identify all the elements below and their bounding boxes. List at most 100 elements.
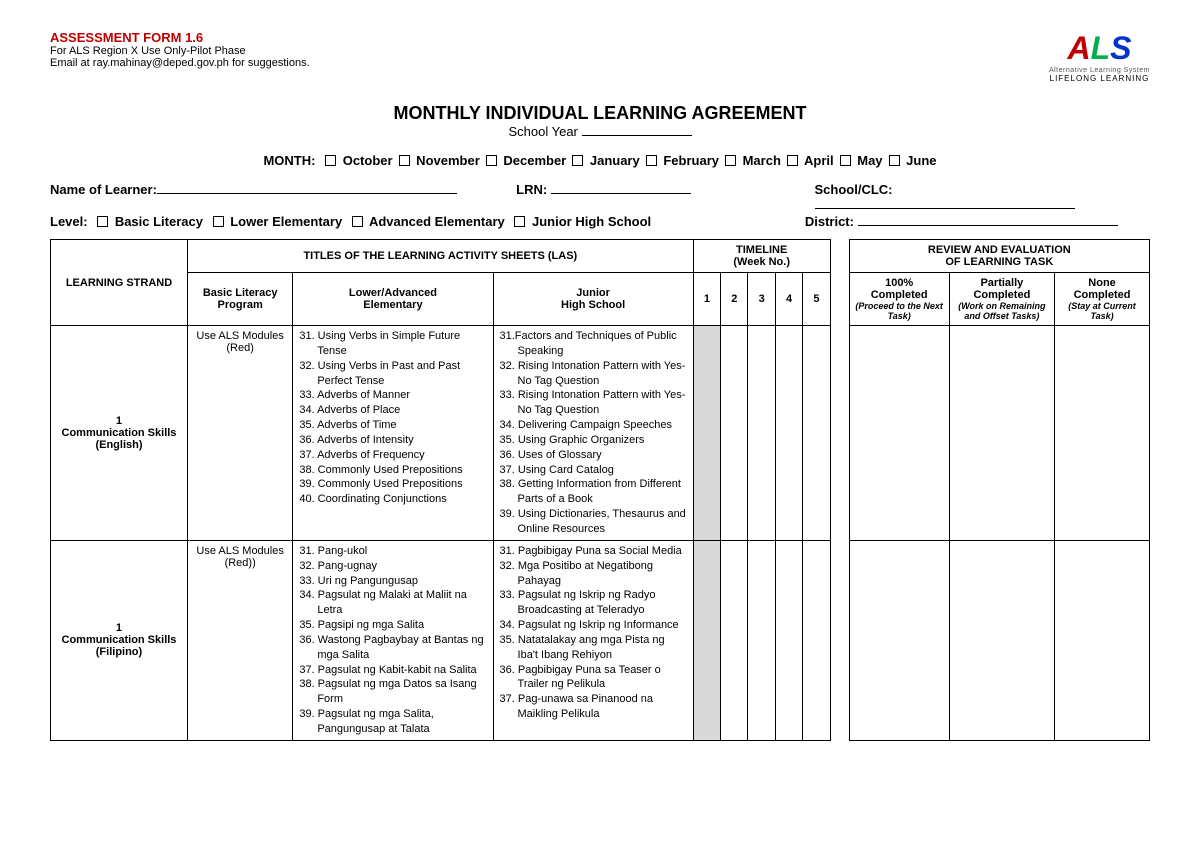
logo-letter-a: A bbox=[1067, 30, 1090, 66]
info-row-1: Name of Learner: LRN: School/CLC: bbox=[50, 182, 1150, 212]
hdr-week: 3 bbox=[748, 273, 775, 326]
info-row-2: Level: Basic Literacy Lower Elementary A… bbox=[50, 214, 1150, 229]
hdr-las-col: Basic Literacy Program bbox=[187, 273, 292, 326]
school-blank[interactable] bbox=[815, 208, 1075, 209]
cell-week[interactable] bbox=[748, 540, 775, 740]
hdr-week: 2 bbox=[721, 273, 748, 326]
month-checkbox-november[interactable] bbox=[399, 155, 410, 166]
month-row: MONTH: October November December January… bbox=[50, 153, 1150, 168]
month-label-december: December bbox=[500, 153, 566, 168]
cell-lower-adv: 31. Pang-ukol32. Pang-ugnay33. Uri ng Pa… bbox=[293, 540, 493, 740]
label-level: Level: bbox=[50, 214, 88, 229]
hdr-las: TITLES OF THE LEARNING ACTIVITY SHEETS (… bbox=[187, 240, 693, 273]
logo-sub2: LIFELONG LEARNING bbox=[1049, 74, 1150, 83]
label-district: District: bbox=[805, 214, 854, 229]
cell-week[interactable] bbox=[721, 326, 748, 541]
cell-review[interactable] bbox=[849, 326, 949, 541]
month-label: MONTH: bbox=[263, 153, 315, 168]
hdr-week: 1 bbox=[693, 273, 720, 326]
hdr-review-col: 100% Completed(Proceed to the Next Task) bbox=[849, 273, 949, 326]
cell-jhs: 31. Pagbibigay Puna sa Social Media32. M… bbox=[493, 540, 693, 740]
month-label-february: February bbox=[660, 153, 719, 168]
month-checkbox-june[interactable] bbox=[889, 155, 900, 166]
cell-basic: Use ALS Modules (Red)) bbox=[187, 540, 292, 740]
gap bbox=[830, 326, 849, 541]
cell-strand: 1Communication Skills (Filipino) bbox=[51, 540, 188, 740]
level-checkbox[interactable] bbox=[213, 216, 224, 227]
month-checkbox-october[interactable] bbox=[325, 155, 336, 166]
month-checkbox-march[interactable] bbox=[725, 155, 736, 166]
cell-week[interactable] bbox=[693, 540, 720, 740]
table-row: 1Communication Skills (Filipino)Use ALS … bbox=[51, 540, 1150, 740]
logo-sub1: Alternative Learning System bbox=[1049, 67, 1150, 74]
level-label: Advanced Elementary bbox=[366, 214, 509, 229]
cell-week[interactable] bbox=[775, 540, 802, 740]
main-table: LEARNING STRAND TITLES OF THE LEARNING A… bbox=[50, 239, 1150, 741]
month-label-may: May bbox=[854, 153, 883, 168]
table-row: 1Communication Skills (English)Use ALS M… bbox=[51, 326, 1150, 541]
month-label-march: March bbox=[739, 153, 781, 168]
cell-strand: 1Communication Skills (English) bbox=[51, 326, 188, 541]
hdr-review: REVIEW AND EVALUATION OF LEARNING TASK bbox=[849, 240, 1149, 273]
cell-review[interactable] bbox=[1055, 540, 1150, 740]
school-year-blank[interactable] bbox=[582, 135, 692, 136]
sub-title-label: School Year bbox=[508, 124, 577, 139]
gap bbox=[830, 540, 849, 740]
hdr-las-col: Junior High School bbox=[493, 273, 693, 326]
logo-letter-s: S bbox=[1110, 30, 1131, 66]
hdr-timeline: TIMELINE (Week No.) bbox=[693, 240, 830, 273]
name-blank[interactable] bbox=[157, 193, 457, 194]
main-title: MONTHLY INDIVIDUAL LEARNING AGREEMENT bbox=[50, 103, 1150, 124]
month-label-april: April bbox=[801, 153, 834, 168]
hdr-las-col: Lower/Advanced Elementary bbox=[293, 273, 493, 326]
hdr-review-col: None Completed(Stay at Current Task) bbox=[1055, 273, 1150, 326]
lrn-blank[interactable] bbox=[551, 193, 691, 194]
hdr-week: 5 bbox=[803, 273, 830, 326]
month-checkbox-december[interactable] bbox=[486, 155, 497, 166]
level-checkbox[interactable] bbox=[352, 216, 363, 227]
form-sub-1: For ALS Region X Use Only-Pilot Phase bbox=[50, 45, 310, 57]
cell-week[interactable] bbox=[693, 326, 720, 541]
gap bbox=[830, 240, 849, 326]
level-checkbox[interactable] bbox=[97, 216, 108, 227]
form-meta: ASSESSMENT FORM 1.6 For ALS Region X Use… bbox=[50, 30, 310, 69]
cell-review[interactable] bbox=[1055, 326, 1150, 541]
month-checkbox-january[interactable] bbox=[572, 155, 583, 166]
cell-week[interactable] bbox=[803, 326, 830, 541]
level-label: Basic Literacy bbox=[111, 214, 206, 229]
cell-week[interactable] bbox=[721, 540, 748, 740]
month-label-january: January bbox=[586, 153, 639, 168]
month-checkbox-april[interactable] bbox=[787, 155, 798, 166]
logo: ALS Alternative Learning System LIFELONG… bbox=[1049, 30, 1150, 83]
sub-title: School Year bbox=[50, 124, 1150, 139]
cell-jhs: 31.Factors and Techniques of Public Spea… bbox=[493, 326, 693, 541]
month-label-october: October bbox=[339, 153, 392, 168]
form-sub-2: Email at ray.mahinay@deped.gov.ph for su… bbox=[50, 57, 310, 69]
level-checkbox[interactable] bbox=[514, 216, 525, 227]
label-lrn: LRN: bbox=[516, 182, 547, 197]
hdr-strand: LEARNING STRAND bbox=[51, 240, 188, 326]
cell-basic: Use ALS Modules (Red) bbox=[187, 326, 292, 541]
level-label: Lower Elementary bbox=[227, 214, 346, 229]
hdr-review-col: Partially Completed(Work on Remaining an… bbox=[949, 273, 1054, 326]
label-name: Name of Learner: bbox=[50, 182, 157, 197]
form-id: ASSESSMENT FORM 1.6 bbox=[50, 30, 310, 45]
logo-letter-l: L bbox=[1091, 30, 1111, 66]
cell-week[interactable] bbox=[748, 326, 775, 541]
district-blank[interactable] bbox=[858, 225, 1118, 226]
cell-review[interactable] bbox=[849, 540, 949, 740]
cell-week[interactable] bbox=[775, 326, 802, 541]
cell-week[interactable] bbox=[803, 540, 830, 740]
level-label: Junior High School bbox=[528, 214, 651, 229]
month-checkbox-may[interactable] bbox=[840, 155, 851, 166]
cell-lower-adv: 31. Using Verbs in Simple Future Tense32… bbox=[293, 326, 493, 541]
header: ASSESSMENT FORM 1.6 For ALS Region X Use… bbox=[50, 30, 1150, 83]
cell-review[interactable] bbox=[949, 540, 1054, 740]
hdr-week: 4 bbox=[775, 273, 802, 326]
month-checkbox-february[interactable] bbox=[646, 155, 657, 166]
label-school: School/CLC: bbox=[815, 182, 893, 197]
month-label-november: November bbox=[413, 153, 480, 168]
cell-review[interactable] bbox=[949, 326, 1054, 541]
month-label-june: June bbox=[903, 153, 937, 168]
title-block: MONTHLY INDIVIDUAL LEARNING AGREEMENT Sc… bbox=[50, 103, 1150, 139]
